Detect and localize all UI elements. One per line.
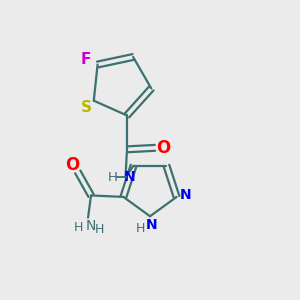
Text: O: O: [156, 139, 170, 157]
Text: F: F: [81, 52, 91, 67]
Text: N: N: [124, 170, 136, 184]
Text: H: H: [107, 171, 117, 184]
Text: N: N: [146, 218, 157, 232]
Text: H: H: [74, 221, 83, 234]
Text: O: O: [65, 156, 79, 174]
Text: H: H: [136, 221, 145, 235]
Text: S: S: [81, 100, 92, 115]
Text: H: H: [95, 223, 104, 236]
Text: N: N: [180, 188, 191, 203]
Text: N: N: [85, 219, 96, 233]
